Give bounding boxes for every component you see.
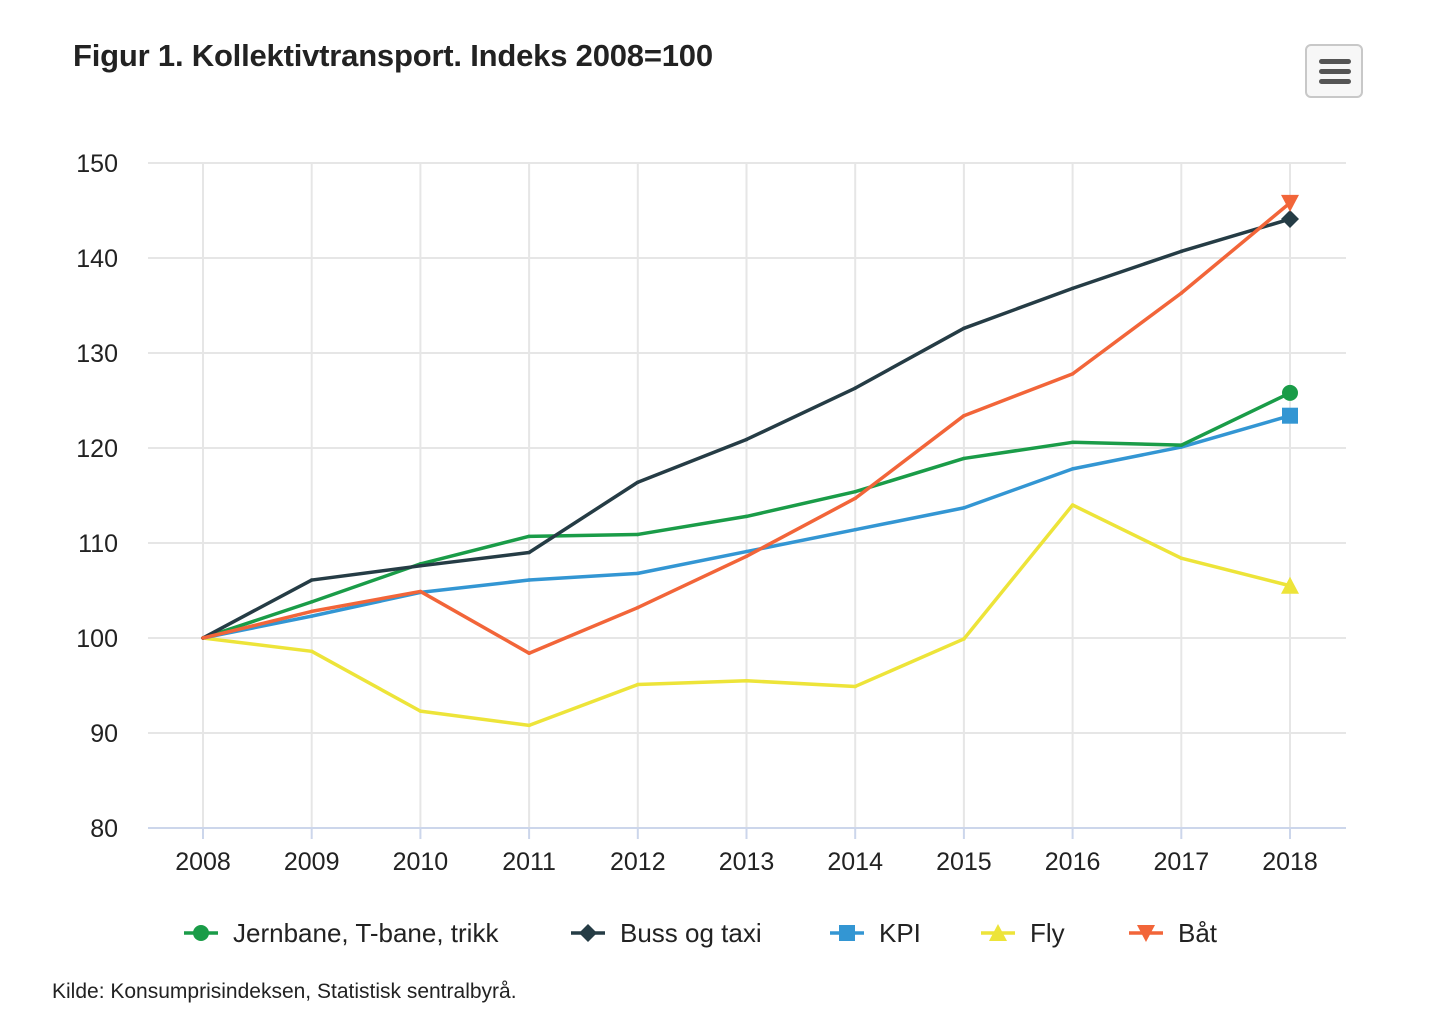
x-tick-label: 2009: [284, 848, 340, 876]
x-tick-label: 2013: [719, 848, 775, 876]
legend-symbol-icon: [571, 924, 605, 942]
data-point-b-t: [636, 605, 640, 610]
data-point-fly: [309, 649, 314, 654]
legend-label: Jernbane, T-bane, trikk: [233, 917, 499, 948]
data-point-b-t: [962, 413, 966, 418]
data-point-jernbane-t-bane-trikk: [636, 532, 640, 537]
y-tick-label: 150: [76, 150, 118, 178]
data-point-kpi: [744, 549, 749, 554]
data-point-buss-og-taxi: [527, 550, 531, 555]
y-tick-label: 100: [76, 625, 118, 653]
data-point-jernbane-t-bane-trikk: [309, 600, 314, 604]
data-point-buss-og-taxi: [1179, 249, 1184, 254]
data-point-b-t: [201, 636, 205, 640]
data-point-b-t: [744, 554, 749, 559]
data-point-jernbane-t-bane-trikk: [527, 534, 531, 539]
hamburger-menu-icon: [1319, 59, 1351, 64]
data-point-jernbane-t-bane-trikk: [1070, 440, 1075, 445]
data-point-b-t: [418, 589, 423, 594]
y-tick-label: 130: [76, 340, 118, 368]
data-point-b-t: [1179, 291, 1184, 295]
data-point-fly: [962, 637, 966, 641]
y-tick-label: 140: [76, 245, 118, 273]
legend-item-b-t[interactable]: Båt: [1128, 910, 1217, 956]
data-point-jernbane-t-bane-trikk: [853, 489, 857, 494]
data-point-buss-og-taxi: [636, 480, 640, 484]
data-point-fly: [1281, 576, 1299, 594]
legend-symbol-icon: [830, 925, 864, 941]
x-tick-label: 2016: [1045, 848, 1101, 876]
line-chart: 80 90 100 110 120 130 140 150 2008 2009 2010 2011 20…: [76, 150, 1346, 876]
data-point-jernbane-t-bane-trikk: [962, 456, 966, 461]
data-point-buss-og-taxi: [853, 386, 857, 390]
legend-item-fly[interactable]: Fly: [980, 910, 1065, 956]
x-tick-label: 2017: [1153, 848, 1209, 876]
data-point-jernbane-t-bane-trikk: [1282, 384, 1298, 401]
data-point-jernbane-t-bane-trikk: [744, 514, 749, 519]
x-tick-label: 2010: [393, 848, 449, 876]
data-point-kpi: [1282, 407, 1298, 424]
legend-item-buss-og-taxi[interactable]: Buss og taxi: [570, 910, 762, 956]
data-point-b-t: [527, 651, 531, 655]
legend-label: Buss og taxi: [620, 917, 762, 948]
y-tick-label: 110: [78, 530, 118, 558]
data-point-buss-og-taxi: [744, 437, 749, 442]
data-point-b-t: [1281, 194, 1299, 212]
legend-label: Båt: [1178, 917, 1218, 948]
legend-symbol-icon: [184, 925, 218, 941]
y-tick-label: 120: [76, 435, 118, 463]
hamburger-menu-icon-bar: [1319, 69, 1351, 74]
data-point-fly: [1179, 556, 1184, 560]
legend-label: Fly: [1030, 917, 1065, 948]
data-point-fly: [1070, 503, 1075, 507]
chart-legend: Jernbane, T-bane, trikk Buss og taxi KPI Fl…: [0, 910, 1440, 956]
chart-menu-button[interactable]: [1305, 44, 1363, 98]
data-point-kpi: [527, 578, 531, 582]
legend-item-kpi[interactable]: KPI: [829, 910, 921, 956]
data-point-kpi: [853, 527, 857, 532]
legend-marker: [839, 925, 855, 941]
data-point-buss-og-taxi: [418, 564, 423, 568]
legend-marker: [579, 924, 597, 942]
x-tick-label: 2014: [827, 848, 883, 876]
x-tick-label: 2008: [175, 848, 231, 876]
data-point-buss-og-taxi: [962, 326, 966, 331]
chart-source: Kilde: Konsumprisindeksen, Statistisk se…: [52, 980, 517, 1003]
data-point-b-t: [853, 496, 857, 501]
data-point-fly: [636, 682, 640, 687]
data-point-kpi: [1070, 467, 1075, 471]
data-point-fly: [418, 709, 423, 713]
legend-symbol-icon: [981, 924, 1015, 941]
legend-symbol-icon: [1129, 925, 1163, 942]
legend-item-jernbane-t-bane-trikk[interactable]: Jernbane, T-bane, trikk: [183, 910, 498, 956]
chart-title: Figur 1. Kollektivtransport. Indeks 2008…: [73, 38, 713, 73]
data-point-kpi: [309, 614, 314, 618]
data-point-jernbane-t-bane-trikk: [1179, 443, 1184, 447]
data-point-fly: [853, 684, 857, 689]
data-point-fly: [527, 723, 531, 728]
legend-marker: [1137, 925, 1155, 942]
x-tick-label: 2018: [1262, 848, 1318, 876]
x-tick-label: 2011: [502, 848, 556, 876]
data-point-b-t: [309, 609, 314, 614]
data-point-fly: [744, 679, 749, 683]
y-tick-label: 80: [90, 815, 118, 843]
legend-label: KPI: [879, 917, 921, 948]
x-tick-label: 2015: [936, 848, 992, 876]
legend-marker: [989, 924, 1007, 941]
data-point-buss-og-taxi: [309, 578, 314, 582]
data-point-buss-og-taxi: [1070, 286, 1075, 291]
data-point-kpi: [962, 506, 966, 510]
legend-marker: [193, 925, 209, 941]
y-tick-label: 90: [90, 720, 118, 748]
data-point-b-t: [1070, 372, 1075, 376]
x-tick-label: 2012: [610, 848, 666, 876]
hamburger-menu-icon-bar: [1319, 79, 1351, 84]
data-point-kpi: [636, 571, 640, 576]
data-point-buss-og-taxi: [1281, 210, 1299, 229]
